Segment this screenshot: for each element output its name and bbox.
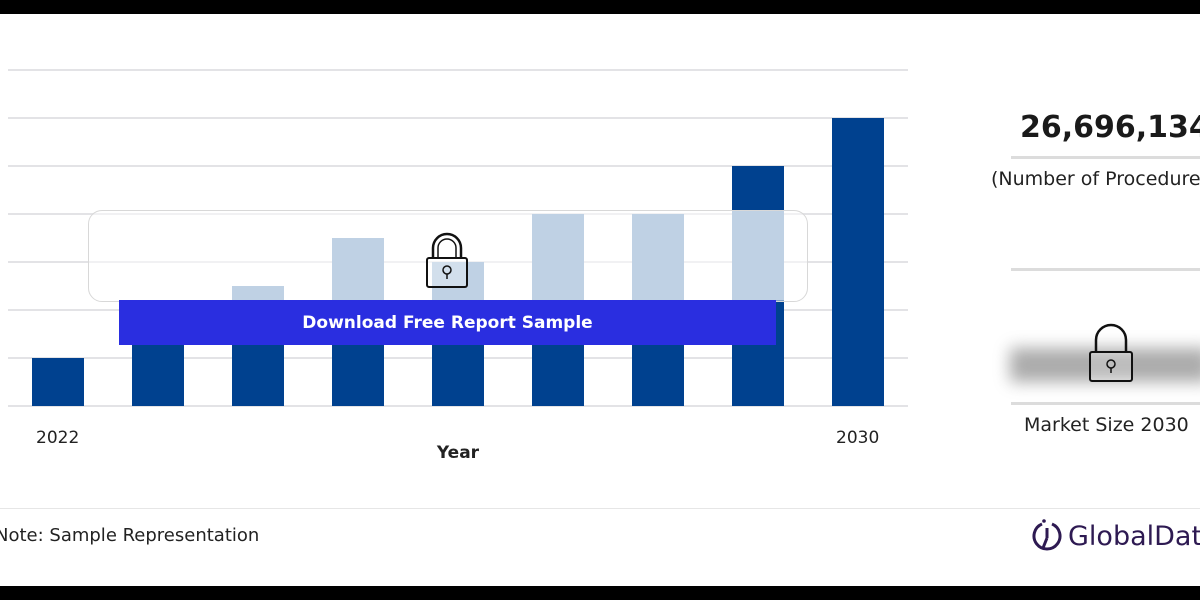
bottom-border: [0, 586, 1200, 600]
globaldata-logo-icon: [1032, 519, 1062, 551]
bar-2030: [832, 118, 884, 406]
top-border: [0, 0, 1200, 14]
globaldata-logo: GlobalData: [1032, 518, 1200, 554]
divider: [1011, 402, 1200, 405]
footnote: Note: Sample Representation: [0, 525, 260, 546]
divider: [1011, 268, 1200, 271]
x-tick-label: 2030: [836, 428, 880, 448]
bar-2022: [32, 358, 84, 406]
stat-unit: (Number of Procedures): [991, 168, 1200, 190]
lock-icon: [1089, 323, 1133, 382]
x-tick-label: 2022: [36, 428, 80, 448]
download-sample-button[interactable]: Download Free Report Sample: [119, 300, 776, 345]
logo-text: GlobalData: [1068, 520, 1200, 552]
blurred-value: [1010, 348, 1200, 382]
lock-icon: [426, 232, 468, 288]
divider: [1011, 156, 1200, 159]
x-axis-label: Year: [436, 443, 480, 463]
stat-value: 26,696,134: [1020, 110, 1200, 145]
footer-divider: [0, 508, 1200, 509]
market-size-label: Market Size 2030: [1024, 414, 1189, 436]
